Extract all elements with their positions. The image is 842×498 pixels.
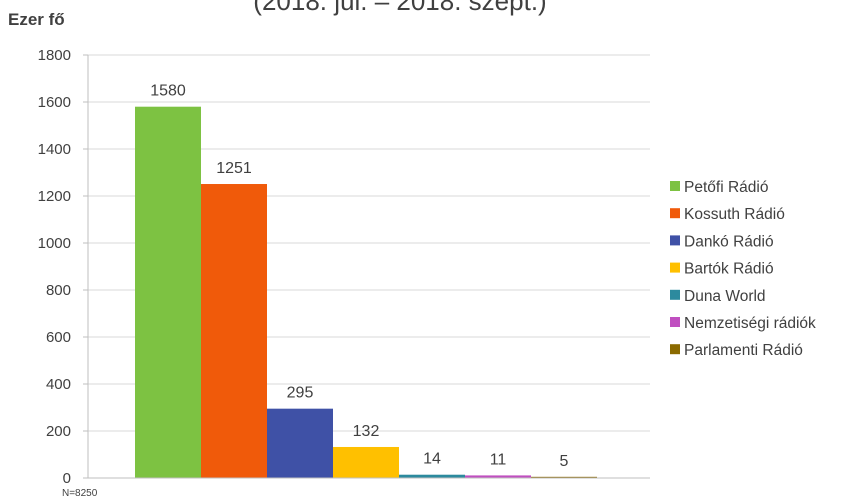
y-tick-label: 1600 xyxy=(38,94,71,111)
bar xyxy=(399,474,465,478)
bar xyxy=(267,408,333,478)
y-tick-label: 0 xyxy=(63,470,71,487)
legend-swatch xyxy=(670,208,680,219)
data-label: 295 xyxy=(287,385,314,402)
y-tick-label: 1800 xyxy=(38,47,71,64)
y-axis-label: Ezer fő xyxy=(8,10,65,29)
legend-label: Bartók Rádió xyxy=(684,261,774,278)
y-tick-label: 600 xyxy=(46,329,71,346)
legend-swatch xyxy=(670,262,680,273)
y-tick-label: 400 xyxy=(46,376,71,393)
bars xyxy=(135,106,597,478)
legend-label: Kossuth Rádió xyxy=(684,206,785,223)
data-label: 11 xyxy=(490,451,507,468)
y-axis-ticks: 0 200 400 600 800 1000 1200 1400 1600 1800 xyxy=(38,47,89,487)
legend-swatch xyxy=(670,317,680,327)
data-label: 1580 xyxy=(150,83,186,100)
data-labels: 1580 1251 295 132 14 11 5 xyxy=(150,83,568,470)
legend-label: Dankó Rádió xyxy=(684,233,774,250)
legend-swatch xyxy=(670,289,680,300)
bar xyxy=(135,106,201,478)
legend: Petőfi Rádió Kossuth Rádió Dankó Rádió Bart… xyxy=(670,179,816,359)
y-tick-label: 800 xyxy=(46,282,71,299)
bar xyxy=(465,475,531,478)
legend-label: Nemzetiségi rádiók xyxy=(684,315,816,332)
chart-title: (2018. júl. – 2018. szept.) xyxy=(253,0,546,16)
y-tick-label: 1200 xyxy=(38,188,71,205)
data-label: 14 xyxy=(423,451,441,468)
legend-swatch xyxy=(670,344,680,355)
sample-size-note: N=8250 xyxy=(62,488,98,498)
legend-swatch xyxy=(670,235,680,246)
data-label: 132 xyxy=(353,423,380,440)
data-label: 1251 xyxy=(216,160,252,177)
y-tick-label: 200 xyxy=(46,423,71,440)
bar xyxy=(531,476,597,478)
legend-swatch xyxy=(670,181,680,191)
data-label: 5 xyxy=(560,453,569,470)
bar xyxy=(201,184,267,478)
y-tick-label: 1400 xyxy=(38,141,71,158)
legend-label: Parlamenti Rádió xyxy=(684,342,803,359)
legend-label: Petőfi Rádió xyxy=(684,179,768,196)
y-tick-label: 1000 xyxy=(38,235,71,252)
bar xyxy=(333,446,399,478)
legend-label: Duna World xyxy=(684,288,766,305)
